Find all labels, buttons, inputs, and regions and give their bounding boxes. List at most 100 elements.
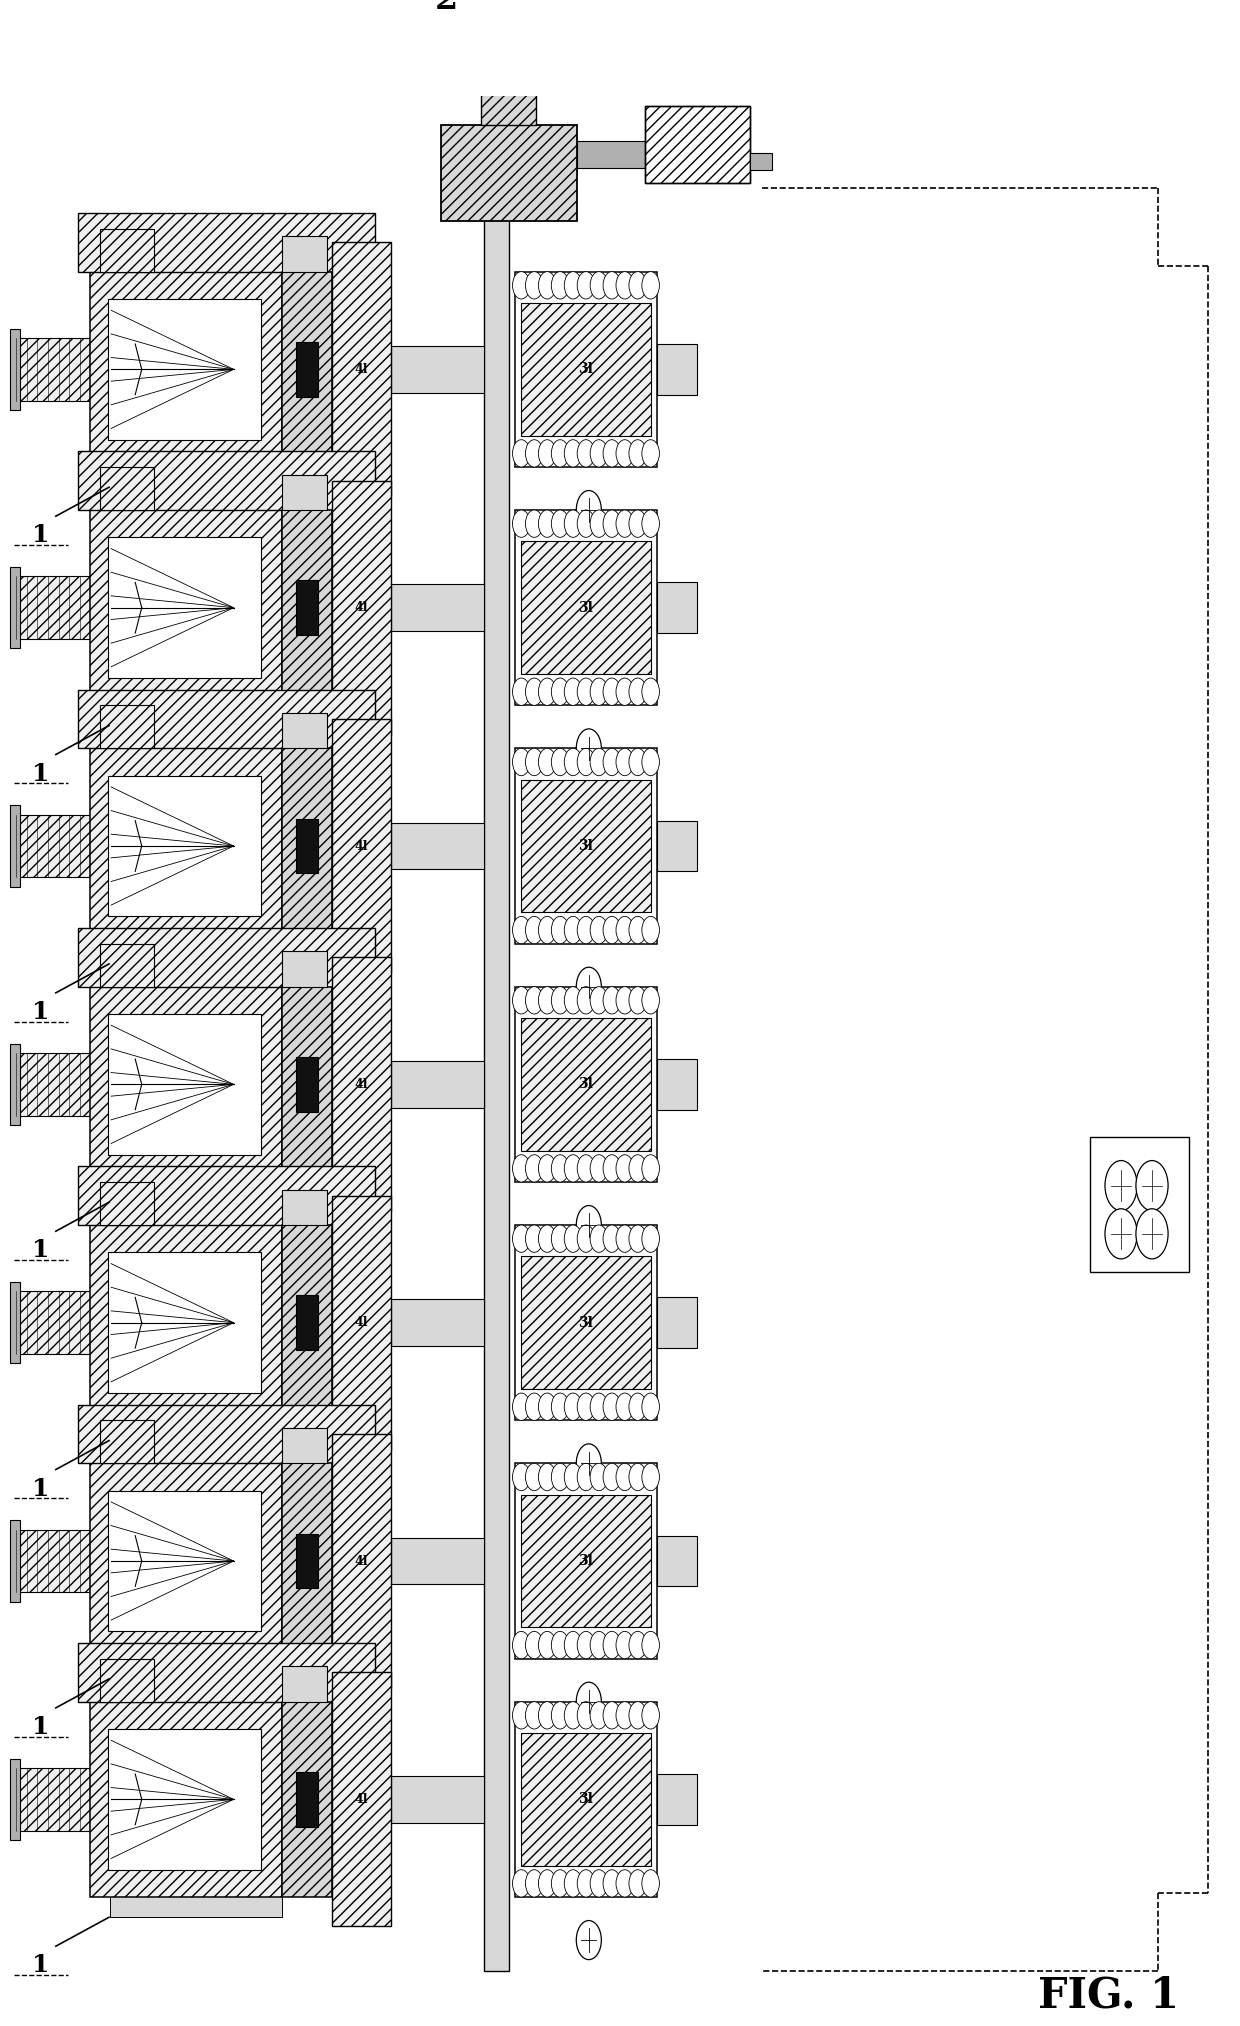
Circle shape bbox=[577, 1155, 595, 1181]
Bar bbox=[91, 1702, 283, 1896]
Circle shape bbox=[526, 1226, 543, 1252]
Bar bbox=[108, 1013, 262, 1155]
Bar bbox=[108, 537, 262, 679]
Bar bbox=[109, 1639, 283, 1678]
Bar bbox=[515, 748, 657, 944]
Circle shape bbox=[577, 1226, 595, 1252]
Circle shape bbox=[538, 1870, 556, 1896]
Circle shape bbox=[526, 511, 543, 537]
Bar bbox=[296, 1534, 319, 1588]
Bar bbox=[100, 705, 154, 748]
Circle shape bbox=[642, 271, 660, 300]
Circle shape bbox=[629, 271, 646, 300]
Circle shape bbox=[577, 1394, 595, 1420]
Bar bbox=[332, 958, 391, 1212]
Circle shape bbox=[642, 916, 660, 944]
Circle shape bbox=[616, 1463, 634, 1491]
Circle shape bbox=[526, 916, 543, 944]
Circle shape bbox=[1105, 1161, 1137, 1212]
Bar bbox=[91, 987, 283, 1181]
Circle shape bbox=[616, 440, 634, 468]
Circle shape bbox=[616, 987, 634, 1013]
Circle shape bbox=[590, 1155, 608, 1181]
Circle shape bbox=[603, 1226, 621, 1252]
Bar bbox=[109, 1163, 283, 1201]
Bar bbox=[283, 748, 332, 944]
Circle shape bbox=[552, 1155, 569, 1181]
Circle shape bbox=[577, 748, 595, 776]
Bar bbox=[521, 780, 651, 912]
Circle shape bbox=[552, 679, 569, 705]
Bar bbox=[78, 1643, 374, 1702]
Bar bbox=[296, 342, 319, 397]
Bar bbox=[10, 1520, 20, 1603]
Circle shape bbox=[616, 916, 634, 944]
Circle shape bbox=[552, 987, 569, 1013]
Circle shape bbox=[590, 987, 608, 1013]
Bar bbox=[109, 1878, 283, 1917]
Bar bbox=[10, 1759, 20, 1840]
Circle shape bbox=[526, 679, 543, 705]
Circle shape bbox=[512, 1155, 529, 1181]
Circle shape bbox=[603, 916, 621, 944]
Circle shape bbox=[512, 1702, 529, 1728]
Circle shape bbox=[512, 987, 529, 1013]
Circle shape bbox=[538, 748, 556, 776]
Circle shape bbox=[616, 511, 634, 537]
Circle shape bbox=[538, 1226, 556, 1252]
Circle shape bbox=[538, 679, 556, 705]
Bar bbox=[283, 237, 327, 271]
Text: 1: 1 bbox=[32, 1001, 50, 1025]
Circle shape bbox=[616, 1870, 634, 1896]
Circle shape bbox=[642, 1226, 660, 1252]
Circle shape bbox=[642, 1155, 660, 1181]
Circle shape bbox=[629, 1870, 646, 1896]
Circle shape bbox=[577, 916, 595, 944]
Circle shape bbox=[512, 1631, 529, 1659]
Circle shape bbox=[642, 987, 660, 1013]
Bar bbox=[100, 466, 154, 511]
Bar bbox=[10, 806, 20, 887]
Circle shape bbox=[564, 916, 582, 944]
Circle shape bbox=[590, 748, 608, 776]
Circle shape bbox=[629, 679, 646, 705]
Circle shape bbox=[512, 511, 529, 537]
Text: 3l: 3l bbox=[579, 1078, 594, 1092]
Circle shape bbox=[564, 271, 582, 300]
Bar bbox=[521, 1495, 651, 1627]
Circle shape bbox=[538, 271, 556, 300]
Circle shape bbox=[512, 1226, 529, 1252]
Circle shape bbox=[629, 1702, 646, 1728]
Bar bbox=[296, 1773, 319, 1827]
Circle shape bbox=[512, 748, 529, 776]
Circle shape bbox=[616, 679, 634, 705]
Circle shape bbox=[577, 1631, 595, 1659]
Circle shape bbox=[629, 1463, 646, 1491]
Bar bbox=[657, 1060, 697, 1110]
Bar bbox=[109, 924, 283, 962]
Bar bbox=[16, 814, 91, 877]
Circle shape bbox=[538, 987, 556, 1013]
Bar bbox=[10, 1282, 20, 1363]
Circle shape bbox=[603, 679, 621, 705]
Text: 2: 2 bbox=[435, 0, 459, 16]
Bar bbox=[332, 719, 391, 972]
Bar bbox=[391, 1538, 484, 1584]
Bar bbox=[100, 229, 154, 271]
Circle shape bbox=[577, 1870, 595, 1896]
Bar bbox=[657, 344, 697, 395]
Circle shape bbox=[642, 440, 660, 468]
Circle shape bbox=[512, 1463, 529, 1491]
Circle shape bbox=[603, 987, 621, 1013]
Bar bbox=[492, 55, 525, 83]
Circle shape bbox=[642, 1463, 660, 1491]
Circle shape bbox=[538, 1463, 556, 1491]
Circle shape bbox=[577, 1702, 595, 1728]
Circle shape bbox=[629, 916, 646, 944]
Circle shape bbox=[577, 271, 595, 300]
Bar bbox=[332, 1195, 391, 1451]
Circle shape bbox=[526, 1463, 543, 1491]
Bar bbox=[283, 1463, 332, 1659]
Circle shape bbox=[616, 1155, 634, 1181]
Circle shape bbox=[526, 1155, 543, 1181]
